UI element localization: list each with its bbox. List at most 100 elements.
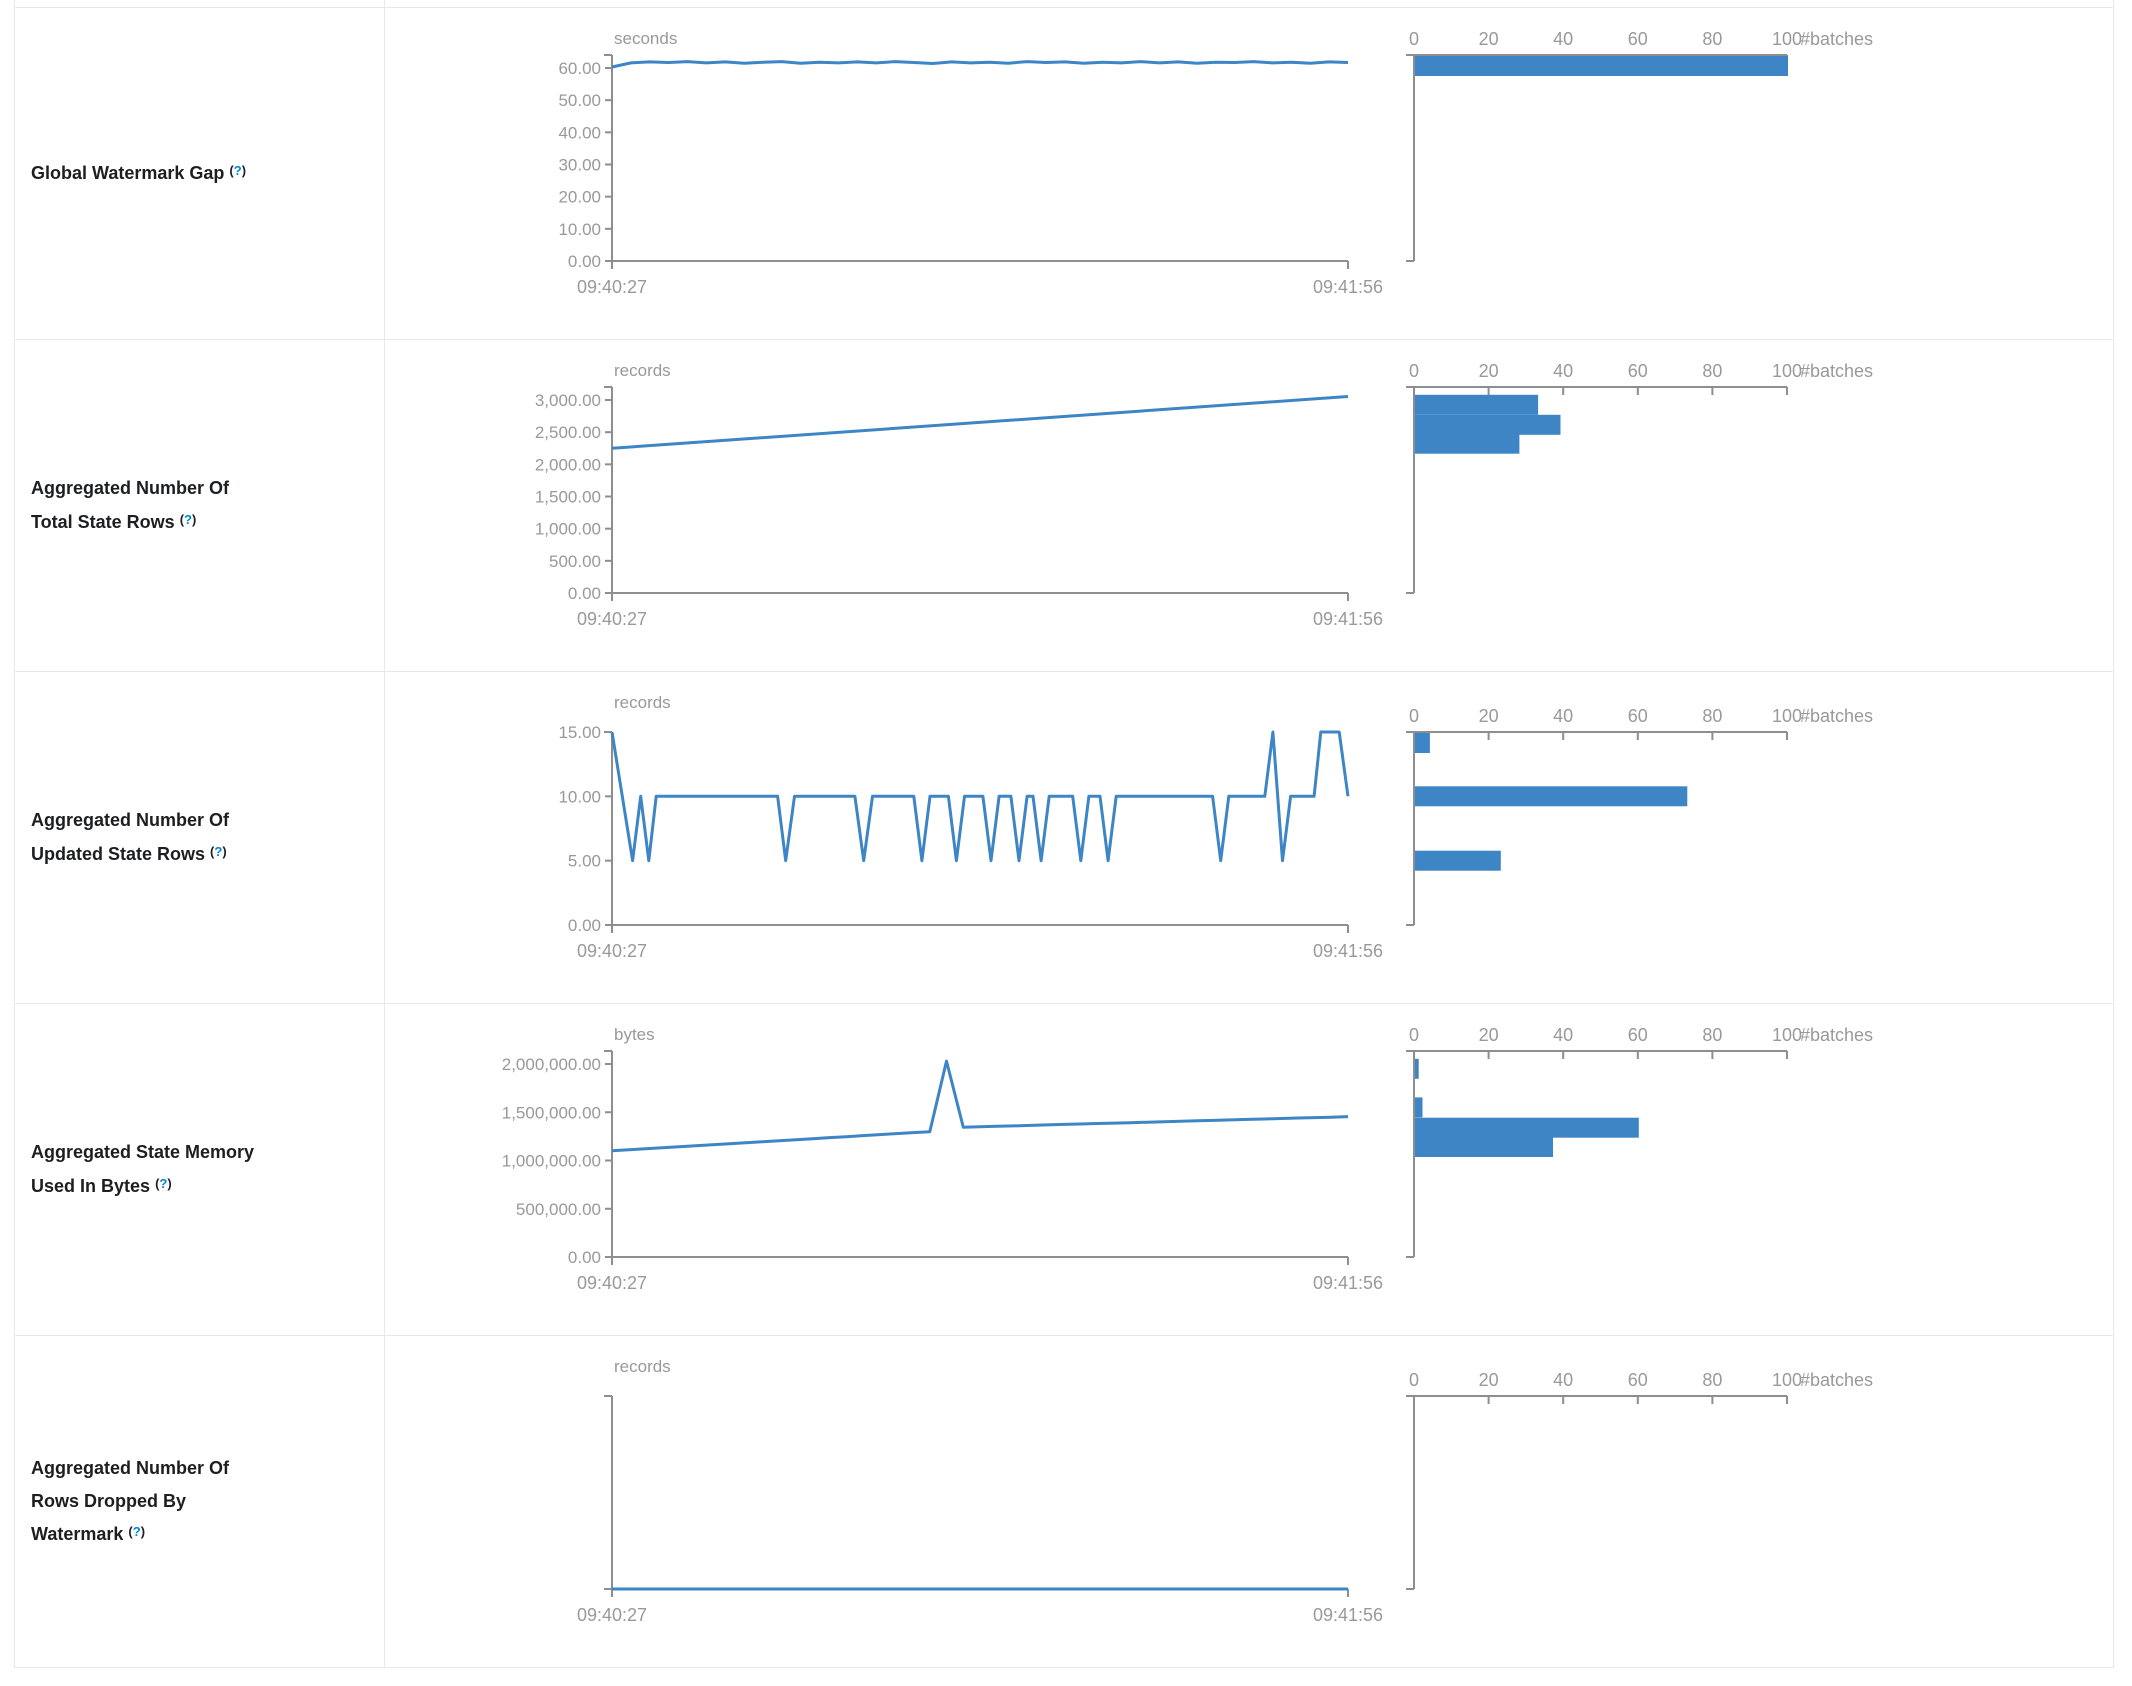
- histogram-bar: [1415, 733, 1430, 753]
- metric-label: Aggregated Number Of Updated State Rows …: [31, 804, 261, 871]
- svg-text:records: records: [614, 693, 671, 712]
- metric-name: Aggregated Number Of Updated State Rows: [31, 810, 230, 864]
- svg-text:10.00: 10.00: [558, 787, 601, 806]
- help-tooltip-link[interactable]: (?): [155, 1175, 172, 1191]
- metric-label-cell: Aggregated Number Of Updated State Rows …: [15, 672, 385, 1003]
- svg-text:60: 60: [1628, 361, 1648, 381]
- svg-text:#batches: #batches: [1800, 361, 1873, 381]
- svg-text:40: 40: [1553, 1370, 1573, 1390]
- svg-text:500.00: 500.00: [549, 552, 601, 571]
- histogram-bar: [1415, 414, 1561, 435]
- svg-text:80: 80: [1702, 361, 1722, 381]
- svg-text:500,000.00: 500,000.00: [516, 1200, 601, 1219]
- svg-text:09:40:27: 09:40:27: [577, 1273, 647, 1293]
- svg-text:15.00: 15.00: [558, 723, 601, 742]
- histogram-chart: 0 20 40 60 80 100#batches: [1406, 29, 1873, 262]
- svg-text:40: 40: [1553, 1025, 1573, 1045]
- metric-name: Global Watermark Gap: [31, 162, 225, 183]
- svg-text:09:41:56: 09:41:56: [1313, 277, 1383, 297]
- timeline-chart: records 3,000.00 2,500.00 2,000.00 1,500.00 1…: [535, 361, 1383, 629]
- histogram-bar: [1415, 1137, 1553, 1157]
- metric-label-cell: Aggregated Number Of Total State Rows (?…: [15, 340, 385, 671]
- svg-text:bytes: bytes: [614, 1025, 655, 1044]
- histogram-chart: 0 20 40 60 80 100#batches: [1406, 361, 1873, 594]
- svg-text:#batches: #batches: [1800, 1025, 1873, 1045]
- question-mark-icon[interactable]: ?: [132, 1524, 141, 1540]
- svg-text:0: 0: [1409, 1370, 1419, 1390]
- timeline-chart: bytes 2,000,000.00 1,500,000.00 1,000,000.0…: [502, 1025, 1383, 1293]
- svg-text:0.00: 0.00: [568, 584, 601, 603]
- chart-cell: records 09:40:27 09:41:56 0 20 40 60 80 100 #batc…: [385, 1336, 2113, 1667]
- histogram-chart: 0 20 40 60 80 100#batches: [1406, 1370, 1873, 1590]
- svg-text:80: 80: [1702, 29, 1722, 49]
- question-mark-icon[interactable]: ?: [233, 162, 242, 178]
- svg-text:5.00: 5.00: [568, 852, 601, 871]
- help-tooltip-link[interactable]: (?): [210, 843, 227, 859]
- question-mark-icon[interactable]: ?: [159, 1175, 168, 1191]
- svg-text:#batches: #batches: [1800, 1370, 1873, 1390]
- chart-cell: records 15.00 10.00 5.00 0.00 09:40:27 09:41:5…: [385, 672, 2113, 1003]
- svg-text:0: 0: [1409, 361, 1419, 381]
- svg-text:60: 60: [1628, 1370, 1648, 1390]
- svg-text:09:40:27: 09:40:27: [577, 277, 647, 297]
- timeline-chart: records 15.00 10.00 5.00 0.00 09:40:27 09:41:5…: [558, 693, 1383, 961]
- timeline-chart: records 09:40:27 09:41:56: [577, 1357, 1383, 1625]
- chart-cell: records 3,000.00 2,500.00 2,000.00 1,500.00 1…: [385, 340, 2113, 671]
- svg-text:1,000,000.00: 1,000,000.00: [502, 1152, 601, 1171]
- svg-text:0.00: 0.00: [568, 252, 601, 271]
- column-divider: [384, 0, 385, 7]
- metric-label-cell: Aggregated State Memory Used In Bytes (?…: [15, 1004, 385, 1335]
- svg-text:0: 0: [1409, 1025, 1419, 1045]
- histogram-chart: 0 20 40 60 80 100#batches: [1406, 1025, 1873, 1258]
- histogram-chart: 0 20 40 60 80 100#batches: [1406, 706, 1873, 926]
- svg-text:40: 40: [1553, 29, 1573, 49]
- svg-text:40: 40: [1553, 706, 1573, 726]
- svg-text:1,000.00: 1,000.00: [535, 520, 601, 539]
- charts-svg-aggregated-updated-state-rows: records 15.00 10.00 5.00 0.00 09:40:27 09:41:5…: [558, 693, 1873, 961]
- charts-svg-aggregated-rows-dropped-by-watermark: records 09:40:27 09:41:56 0 20 40 60 80 100#batc…: [577, 1357, 1873, 1625]
- svg-text:40.00: 40.00: [558, 123, 601, 142]
- svg-text:10.00: 10.00: [558, 220, 601, 239]
- svg-text:seconds: seconds: [614, 29, 677, 48]
- metric-name: Aggregated Number Of Rows Dropped By Wat…: [31, 1457, 230, 1545]
- svg-text:20: 20: [1479, 1025, 1499, 1045]
- histogram-bar: [1415, 1097, 1423, 1118]
- svg-text:20: 20: [1479, 29, 1499, 49]
- svg-text:#batches: #batches: [1800, 706, 1873, 726]
- metric-label: Aggregated Number Of Rows Dropped By Wat…: [31, 1452, 261, 1552]
- svg-text:20.00: 20.00: [558, 188, 601, 207]
- metric-label-cell: Global Watermark Gap (?): [15, 8, 385, 339]
- svg-text:50.00: 50.00: [558, 91, 601, 110]
- metric-row-aggregated-rows-dropped-by-watermark: Aggregated Number Of Rows Dropped By Wat…: [15, 1336, 2113, 1668]
- svg-text:09:41:56: 09:41:56: [1313, 941, 1383, 961]
- svg-text:3,000.00: 3,000.00: [535, 391, 601, 410]
- svg-text:2,500.00: 2,500.00: [535, 423, 601, 442]
- svg-text:09:41:56: 09:41:56: [1313, 1273, 1383, 1293]
- svg-text:0: 0: [1409, 706, 1419, 726]
- chart-cell: seconds 60.00 50.00 40.00 30.00 20.00 10.00 0.0…: [385, 8, 2113, 339]
- chart-cell: bytes 2,000,000.00 1,500,000.00 1,000,000.0…: [385, 1004, 2113, 1335]
- svg-text:60.00: 60.00: [558, 59, 601, 78]
- svg-text:records: records: [614, 361, 671, 380]
- histogram-bar: [1415, 433, 1520, 454]
- svg-text:20: 20: [1479, 706, 1499, 726]
- metric-row-aggregated-state-memory: Aggregated State Memory Used In Bytes (?…: [15, 1004, 2113, 1336]
- metric-name: Aggregated Number Of Total State Rows: [31, 478, 230, 532]
- svg-text:1,500.00: 1,500.00: [535, 488, 601, 507]
- svg-text:80: 80: [1702, 1370, 1722, 1390]
- metric-label: Global Watermark Gap (?): [31, 157, 246, 190]
- help-tooltip-link[interactable]: (?): [229, 162, 247, 178]
- question-mark-icon[interactable]: ?: [184, 511, 192, 527]
- histogram-bar: [1415, 850, 1501, 871]
- svg-text:09:40:27: 09:40:27: [577, 609, 647, 629]
- svg-text:100: 100: [1772, 1370, 1802, 1390]
- histogram-bar: [1415, 1117, 1639, 1138]
- metric-row-aggregated-updated-state-rows: Aggregated Number Of Updated State Rows …: [15, 672, 2113, 1004]
- svg-text:100: 100: [1772, 706, 1802, 726]
- svg-text:records: records: [614, 1357, 671, 1376]
- question-mark-icon[interactable]: ?: [214, 843, 223, 859]
- svg-text:30.00: 30.00: [558, 156, 601, 175]
- help-tooltip-link[interactable]: (?): [128, 1524, 146, 1540]
- help-tooltip-link[interactable]: (?): [179, 511, 197, 527]
- charts-svg-aggregated-total-state-rows: records 3,000.00 2,500.00 2,000.00 1,500.00 1…: [535, 361, 1873, 629]
